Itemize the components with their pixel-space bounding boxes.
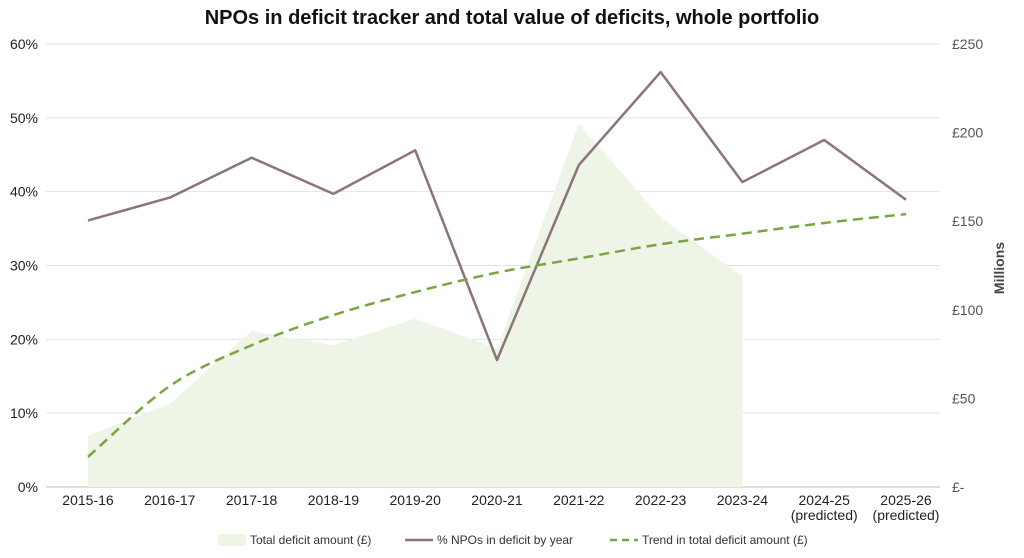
right-tick-label: £250 bbox=[952, 36, 983, 52]
legend-label: Total deficit amount (£) bbox=[250, 533, 371, 547]
right-tick-label: £150 bbox=[952, 213, 983, 229]
x-tick-label: 2017-18 bbox=[226, 492, 278, 508]
left-tick-label: 10% bbox=[10, 405, 38, 421]
line-npos-in-deficit bbox=[87, 70, 907, 362]
left-tick-label: 60% bbox=[10, 36, 38, 52]
left-tick-label: 0% bbox=[18, 479, 38, 495]
x-tick-label: 2023-24 bbox=[717, 492, 769, 508]
x-tick-label: 2020-21 bbox=[471, 492, 523, 508]
right-axis: £- £50 £100 £150 £200 £250 bbox=[952, 36, 983, 495]
x-tick-label: 2019-20 bbox=[390, 492, 442, 508]
right-tick-label: £200 bbox=[952, 125, 983, 141]
x-tick-label: 2022-23 bbox=[635, 492, 687, 508]
right-tick-label: £- bbox=[952, 479, 965, 495]
x-tick-label: 2024-25 (predicted) bbox=[791, 492, 858, 523]
x-tick-label: 2015-16 bbox=[62, 492, 114, 508]
area-series bbox=[88, 123, 743, 488]
right-tick-label: £50 bbox=[952, 390, 976, 406]
x-axis: 2015-16 2016-17 2017-18 2018-19 2019-20 2020-… bbox=[62, 492, 939, 523]
x-tick-label: 2021-22 bbox=[553, 492, 605, 508]
left-tick-label: 20% bbox=[10, 331, 38, 347]
left-tick-label: 50% bbox=[10, 110, 38, 126]
legend-swatch-area bbox=[218, 534, 246, 546]
x-tick-label: 2018-19 bbox=[308, 492, 360, 508]
chart-title: NPOs in deficit tracker and total value … bbox=[205, 7, 820, 29]
legend-label: % NPOs in deficit by year bbox=[437, 533, 573, 547]
left-tick-label: 40% bbox=[10, 184, 38, 200]
x-tick-label: 2016-17 bbox=[144, 492, 196, 508]
left-tick-label: 30% bbox=[10, 258, 38, 274]
legend-label: Trend in total deficit amount (£) bbox=[642, 533, 808, 547]
x-tick-label: 2025-26 (predicted) bbox=[873, 492, 940, 523]
trend-deficit-amount bbox=[87, 212, 907, 458]
line-series bbox=[87, 70, 907, 458]
left-axis: 0% 10% 20% 30% 40% 50% 60% bbox=[10, 36, 38, 495]
area-deficit-amount bbox=[88, 123, 743, 488]
legend: Total deficit amount (£) % NPOs in defici… bbox=[218, 533, 808, 547]
right-tick-label: £100 bbox=[952, 302, 983, 318]
right-axis-label: Millions bbox=[991, 242, 1007, 294]
